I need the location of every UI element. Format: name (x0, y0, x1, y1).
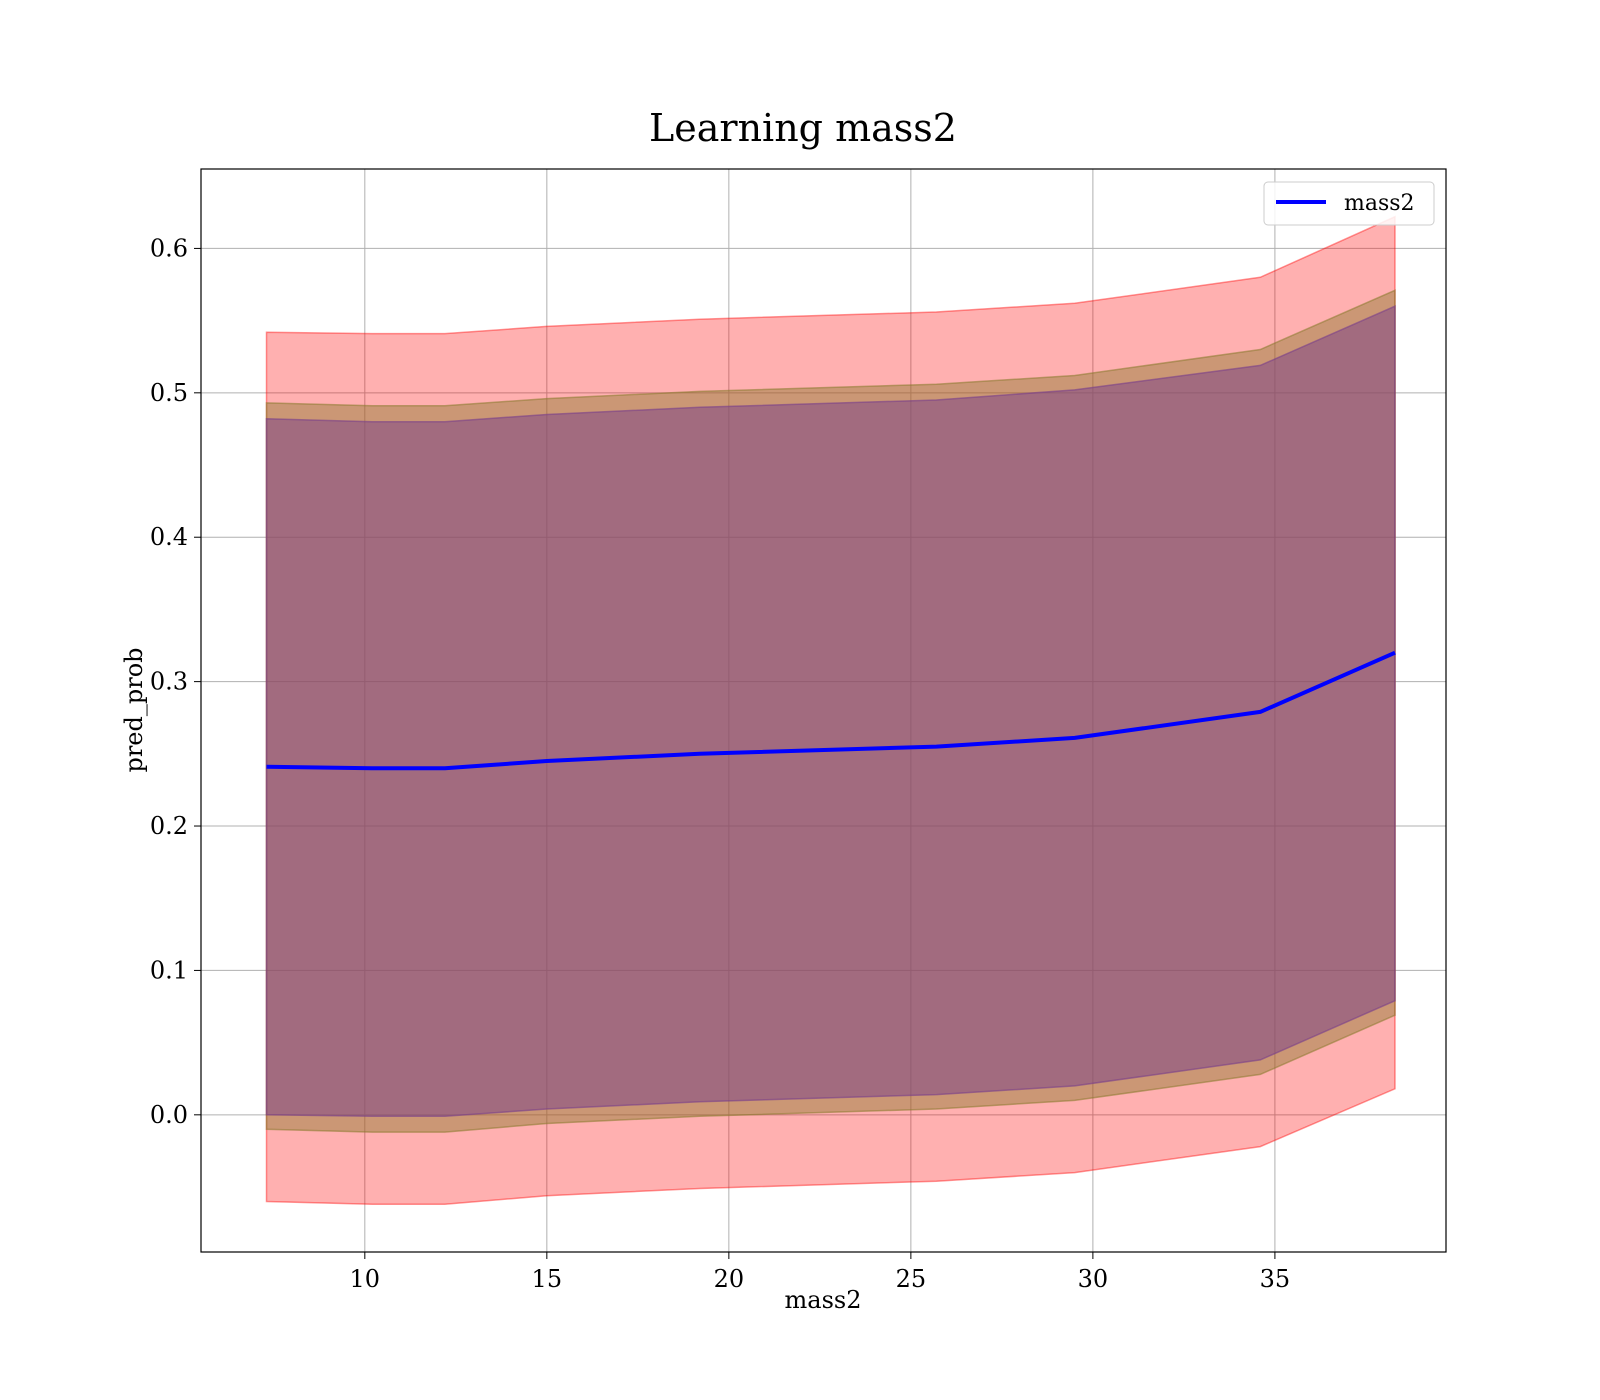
series-lines (266, 650, 1396, 771)
x-tick-label: 35 (1260, 1265, 1291, 1293)
x-tick-label: 10 (350, 1265, 381, 1293)
x-axis-label: mass2 (785, 1286, 862, 1314)
y-tick-label: 0.6 (150, 234, 188, 262)
series-line (266, 650, 1396, 771)
confidence-bands (265, 215, 1396, 1206)
x-tick-label: 20 (714, 1265, 745, 1293)
plot-frame (200, 168, 1447, 1253)
legend: mass2 (1263, 181, 1435, 226)
y-tick-label: 0.3 (150, 668, 188, 696)
band-inner (265, 305, 1396, 1118)
y-tick-label: 0.2 (150, 812, 188, 840)
y-tick-label: 0.1 (150, 956, 188, 984)
y-axis-label: pred_prob (120, 647, 148, 772)
x-axis-ticks: 10 15 20 25 30 35 (350, 1252, 1291, 1293)
legend-box (1263, 181, 1435, 226)
x-tick-label: 30 (1078, 1265, 1109, 1293)
y-axis-ticks: 0.0 0.1 0.2 0.3 0.4 0.5 0.6 (150, 234, 201, 1129)
legend-label: mass2 (1344, 191, 1415, 216)
x-tick-label: 15 (532, 1265, 563, 1293)
x-tick-label: 25 (896, 1265, 927, 1293)
chart-title: Learning mass2 (649, 106, 957, 150)
y-tick-label: 0.5 (150, 379, 188, 407)
y-tick-label: 0.0 (150, 1101, 188, 1129)
y-tick-label: 0.4 (150, 523, 188, 551)
